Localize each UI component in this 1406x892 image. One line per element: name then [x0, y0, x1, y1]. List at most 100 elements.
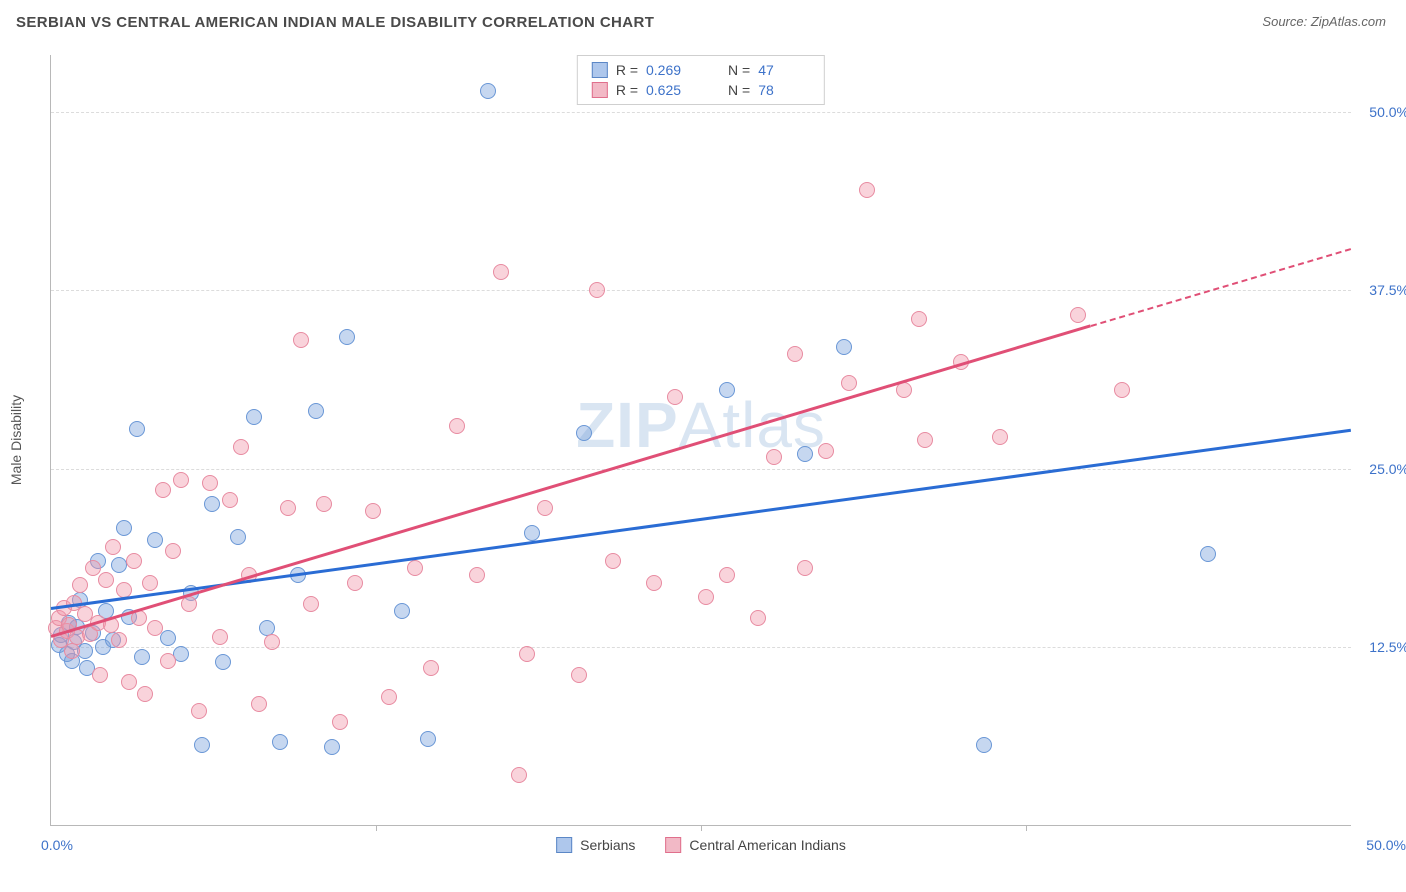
data-point [976, 737, 992, 753]
y-tick-label: 37.5% [1369, 282, 1406, 298]
data-point [646, 575, 662, 591]
data-point [524, 525, 540, 541]
correlation-legend: R = 0.269 N = 47 R = 0.625 N = 78 [577, 55, 825, 105]
data-point [394, 603, 410, 619]
n-value-serbians: 47 [758, 62, 810, 78]
data-point [787, 346, 803, 362]
data-point [173, 472, 189, 488]
legend-row-serbians: R = 0.269 N = 47 [578, 60, 824, 80]
y-tick-label: 50.0% [1369, 104, 1406, 120]
data-point [667, 389, 683, 405]
data-point [165, 543, 181, 559]
data-point [160, 653, 176, 669]
data-point [797, 446, 813, 462]
data-point [1070, 307, 1086, 323]
data-point [917, 432, 933, 448]
data-point [134, 649, 150, 665]
data-point [212, 629, 228, 645]
data-point [98, 572, 114, 588]
data-point [719, 382, 735, 398]
gridline [51, 647, 1351, 648]
data-point [766, 449, 782, 465]
data-point [480, 83, 496, 99]
swatch-cai-icon [665, 837, 681, 853]
trend-line [51, 429, 1351, 610]
chart-container: SERBIAN VS CENTRAL AMERICAN INDIAN MALE … [0, 0, 1406, 892]
plot-area: Male Disability ZIPAtlas R = 0.269 N = 4… [50, 55, 1351, 826]
data-point [92, 667, 108, 683]
data-point [324, 739, 340, 755]
data-point [797, 560, 813, 576]
data-point [246, 409, 262, 425]
data-point [859, 182, 875, 198]
data-point [719, 567, 735, 583]
legend-item-serbians: Serbians [556, 837, 635, 853]
x-tick [701, 825, 702, 831]
y-tick-label: 12.5% [1369, 639, 1406, 655]
gridline [51, 112, 1351, 113]
data-point [571, 667, 587, 683]
swatch-serbians-icon [592, 62, 608, 78]
data-point [698, 589, 714, 605]
r-value-serbians: 0.269 [646, 62, 698, 78]
data-point [347, 575, 363, 591]
data-point [308, 403, 324, 419]
data-point [303, 596, 319, 612]
data-point [1114, 382, 1130, 398]
data-point [215, 654, 231, 670]
data-point [137, 686, 153, 702]
y-axis-title: Male Disability [8, 395, 24, 485]
data-point [222, 492, 238, 508]
source-attribution: Source: ZipAtlas.com [1262, 14, 1386, 29]
data-point [992, 429, 1008, 445]
data-point [155, 482, 171, 498]
data-point [511, 767, 527, 783]
r-value-cai: 0.625 [646, 82, 698, 98]
data-point [264, 634, 280, 650]
data-point [576, 425, 592, 441]
y-tick-label: 25.0% [1369, 461, 1406, 477]
legend-label-cai: Central American Indians [689, 837, 845, 853]
data-point [85, 560, 101, 576]
data-point [160, 630, 176, 646]
data-point [202, 475, 218, 491]
data-point [1200, 546, 1216, 562]
legend-item-cai: Central American Indians [665, 837, 845, 853]
watermark: ZIPAtlas [576, 388, 826, 462]
data-point [230, 529, 246, 545]
gridline [51, 469, 1351, 470]
x-tick [1026, 825, 1027, 831]
data-point [339, 329, 355, 345]
data-point [365, 503, 381, 519]
data-point [605, 553, 621, 569]
chart-title: SERBIAN VS CENTRAL AMERICAN INDIAN MALE … [16, 14, 654, 31]
data-point [272, 734, 288, 750]
data-point [121, 674, 137, 690]
data-point [841, 375, 857, 391]
data-point [233, 439, 249, 455]
x-max-label: 50.0% [1366, 837, 1406, 853]
data-point [493, 264, 509, 280]
data-point [191, 703, 207, 719]
data-point [836, 339, 852, 355]
data-point [818, 443, 834, 459]
data-point [381, 689, 397, 705]
data-point [449, 418, 465, 434]
data-point [316, 496, 332, 512]
data-point [407, 560, 423, 576]
data-point [147, 620, 163, 636]
data-point [105, 539, 121, 555]
data-point [72, 577, 88, 593]
data-point [142, 575, 158, 591]
data-point [519, 646, 535, 662]
swatch-serbians-icon [556, 837, 572, 853]
data-point [332, 714, 348, 730]
data-point [423, 660, 439, 676]
n-value-cai: 78 [758, 82, 810, 98]
source-value: ZipAtlas.com [1311, 14, 1386, 29]
data-point [251, 696, 267, 712]
data-point [750, 610, 766, 626]
data-point [537, 500, 553, 516]
data-point [147, 532, 163, 548]
data-point [589, 282, 605, 298]
